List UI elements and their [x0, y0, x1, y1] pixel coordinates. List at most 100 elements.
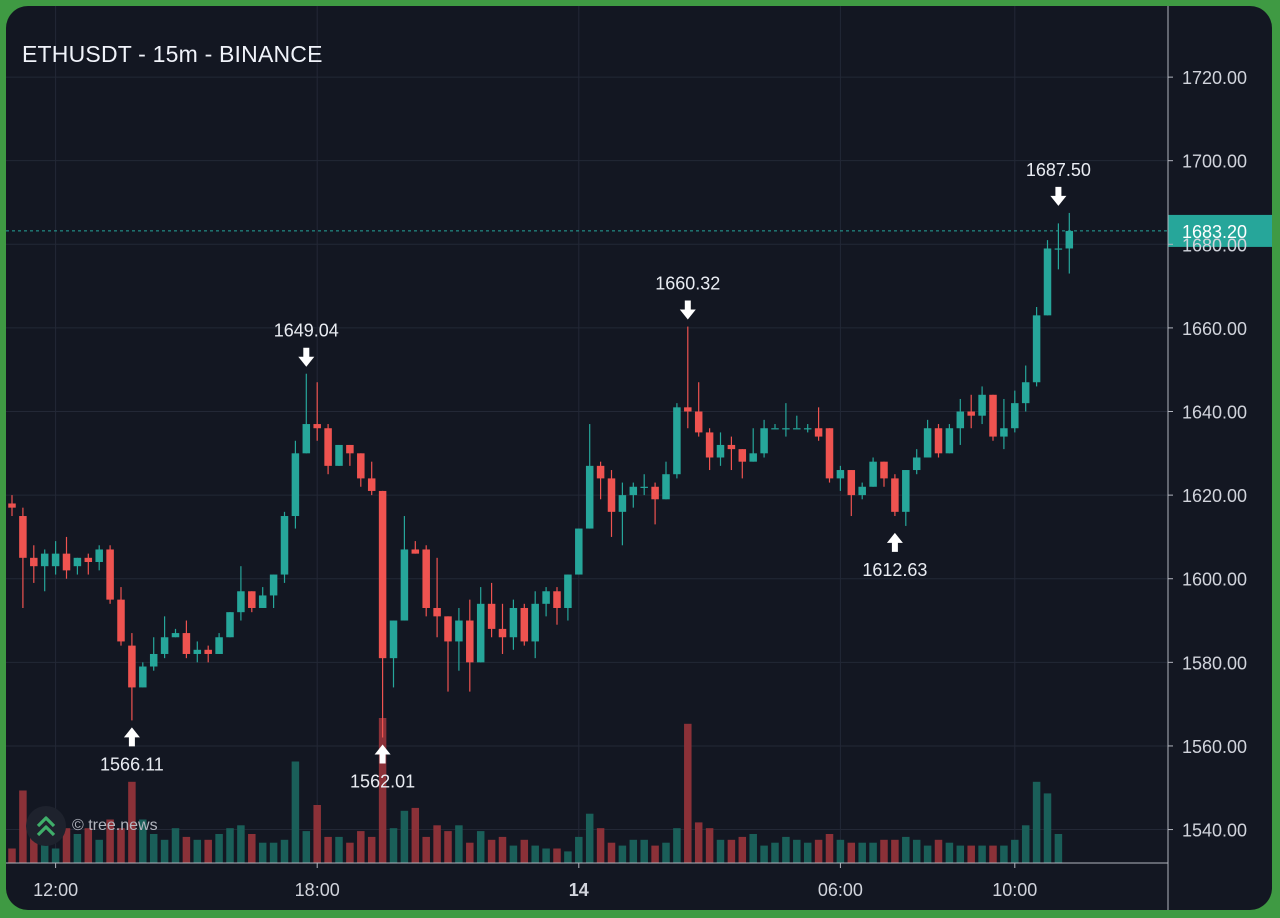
- candle: [215, 633, 223, 654]
- y-tick-label: 1600.00: [1182, 570, 1247, 590]
- candle: [269, 574, 278, 608]
- candle-body: [607, 478, 616, 512]
- volume-bar: [749, 834, 757, 863]
- volume-bar: [95, 839, 103, 863]
- volume-bar: [433, 825, 441, 863]
- price-annotation: 1649.04: [274, 321, 339, 367]
- candle: [956, 398, 965, 445]
- volume-bar: [487, 839, 496, 863]
- watermark: © tree.news: [26, 806, 158, 846]
- annotation-label: 1566.11: [100, 754, 164, 774]
- candle-body: [956, 411, 965, 429]
- volume-bar: [891, 839, 899, 863]
- volume-bar: [782, 836, 790, 863]
- candle: [596, 461, 605, 500]
- candle-body: [749, 453, 757, 462]
- candle-body: [237, 591, 245, 613]
- volume-bar: [258, 842, 267, 863]
- volume-bar: [367, 836, 376, 863]
- candle-body: [280, 516, 289, 575]
- candle-body: [596, 465, 605, 479]
- candle: [618, 482, 627, 546]
- candle-body: [117, 599, 125, 642]
- arrow-down-icon: [679, 300, 696, 320]
- candle-body: [716, 444, 725, 458]
- candle: [466, 599, 474, 692]
- candle-body: [466, 620, 474, 663]
- candle-body: [803, 428, 812, 430]
- volume-bar: [411, 807, 420, 863]
- candle-body: [684, 407, 692, 412]
- candle-body: [324, 428, 332, 466]
- candle-body: [1000, 428, 1008, 437]
- candle: [291, 440, 300, 529]
- candle-body: [934, 428, 943, 454]
- candle-body: [531, 603, 539, 642]
- volume-bar: [466, 842, 474, 863]
- candle: [30, 545, 38, 583]
- candle-body: [902, 470, 910, 512]
- volume-bar: [869, 842, 877, 863]
- candle: [749, 428, 757, 462]
- candle-body: [139, 666, 147, 688]
- volume-bar: [40, 839, 49, 863]
- price-annotations: 1566.11 1649.04 1562.01 1660.32 1612.63 1687.…: [100, 160, 1091, 792]
- volume-bar: [498, 836, 507, 863]
- candle-body: [335, 444, 343, 466]
- candle-body: [814, 428, 823, 437]
- volume-bar: [771, 842, 779, 863]
- candle-body: [967, 411, 975, 416]
- volume-bar: [520, 839, 529, 863]
- candle-body: [923, 428, 932, 458]
- volume-bar: [727, 839, 736, 863]
- candle-body: [673, 407, 681, 475]
- volume-bar: [149, 834, 158, 863]
- candle-body: [269, 574, 278, 596]
- candle: [367, 461, 376, 496]
- candle: [313, 382, 321, 441]
- volume-bar: [269, 842, 278, 863]
- candlestick-chart[interactable]: 1566.11 1649.04 1562.01 1660.32 1612.63 1687.…: [6, 6, 1272, 910]
- candle-body: [1054, 248, 1063, 250]
- candle: [280, 511, 289, 583]
- candle-body: [73, 557, 82, 567]
- candle: [128, 633, 136, 721]
- volume-bar: [204, 839, 212, 863]
- arrow-down-icon: [298, 347, 315, 367]
- candle: [62, 536, 71, 579]
- volume-bar: [357, 831, 365, 863]
- candle: [902, 470, 910, 526]
- candle-body: [727, 444, 736, 450]
- candle-body: [346, 444, 354, 454]
- candle: [149, 637, 158, 671]
- candle: [378, 490, 387, 738]
- volume-bar: [313, 805, 321, 863]
- candle-body: [738, 449, 747, 462]
- candle-body: [313, 424, 321, 429]
- candle: [727, 436, 736, 471]
- candle-body: [498, 628, 507, 638]
- volume-bar: [302, 831, 311, 863]
- candle: [542, 587, 550, 617]
- volume-bar: [280, 839, 289, 863]
- y-tick-label: 1680.00: [1182, 235, 1247, 255]
- volume-bar: [51, 848, 60, 863]
- candle: [139, 662, 147, 688]
- candle: [95, 545, 103, 571]
- candle-body: [651, 486, 659, 500]
- volume-bar: [651, 845, 659, 863]
- candle: [40, 549, 49, 592]
- candle: [847, 470, 856, 517]
- volume-bar: [128, 781, 136, 863]
- volume-bar: [542, 848, 550, 863]
- volume-bar: [1011, 839, 1019, 863]
- volume-bar: [1054, 834, 1063, 863]
- candle-body: [389, 620, 398, 659]
- volume-bar: [705, 828, 714, 863]
- volume-bar: [476, 831, 485, 863]
- candle: [226, 612, 234, 638]
- candle: [8, 495, 16, 517]
- y-tick-label: 1620.00: [1182, 486, 1247, 506]
- candle: [1043, 240, 1052, 316]
- candle-body: [705, 432, 714, 458]
